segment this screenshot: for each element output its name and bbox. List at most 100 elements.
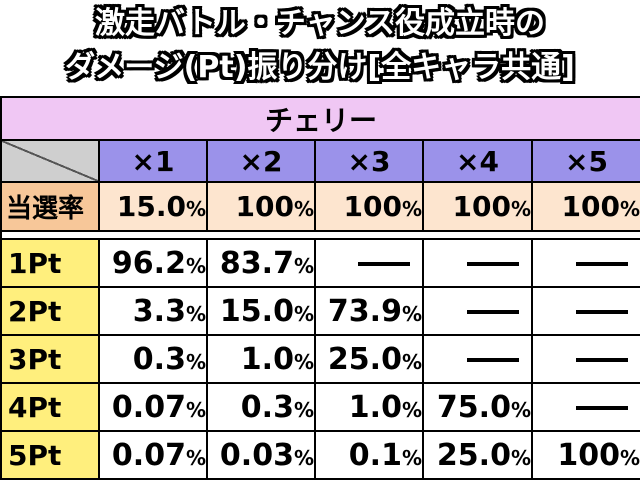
damage-distribution-table: チェリー ×1 ×2 ×3 ×4 ×5 当選率 15.0% 100% 100% …: [0, 96, 640, 480]
cell-unit: %: [185, 301, 206, 326]
dash-mark: [576, 358, 629, 362]
multiplier-header: ×5: [530, 139, 640, 183]
cell-unit: %: [619, 445, 640, 470]
value-cell: 25.0%: [314, 334, 424, 384]
value-cell: 25.0%: [422, 430, 533, 480]
cell-value: 83.7: [219, 245, 294, 281]
cell-unit: %: [293, 253, 314, 278]
cell-unit: %: [401, 397, 422, 422]
value-cell: [314, 238, 424, 288]
value-cell: 83.7%: [206, 238, 316, 288]
rate-unit: %: [510, 197, 531, 221]
rate-unit: %: [619, 197, 640, 221]
rate-cell: 100%: [314, 181, 424, 232]
rate-unit: %: [185, 197, 206, 221]
table-row: 5Pt 0.07% 0.03% 0.1% 25.0% 100%: [0, 430, 640, 480]
cell-value: 0.07: [111, 437, 186, 473]
cell-unit: %: [401, 349, 422, 374]
cell-value: 73.9: [327, 293, 402, 329]
cell-value: 100: [557, 437, 620, 473]
value-cell: [422, 334, 533, 384]
value-cell: 100%: [530, 430, 640, 480]
row-label: 5Pt: [0, 430, 100, 480]
cell-unit: %: [185, 253, 206, 278]
rate-cell: 100%: [530, 181, 640, 232]
section-header-row: チェリー: [0, 96, 640, 141]
value-cell: 73.9%: [314, 286, 424, 336]
rate-unit: %: [401, 197, 422, 221]
cell-value: 1.0: [348, 389, 402, 425]
corner-cell: [0, 139, 100, 183]
cell-unit: %: [185, 349, 206, 374]
cell-value: 0.3: [132, 341, 186, 377]
separator-row: [0, 230, 640, 240]
value-cell: 3.3%: [98, 286, 208, 336]
dash-mark: [576, 262, 629, 266]
rate-value: 15.0: [116, 190, 186, 223]
value-cell: [422, 238, 533, 288]
value-cell: 0.07%: [98, 430, 208, 480]
value-cell: [530, 382, 640, 432]
cell-unit: %: [293, 301, 314, 326]
dash-mark: [467, 262, 519, 266]
section-label: チェリー: [0, 96, 640, 141]
rate-cell: 15.0%: [98, 181, 208, 232]
multiplier-header-row: ×1 ×2 ×3 ×4 ×5: [0, 139, 640, 183]
value-cell: 0.03%: [206, 430, 316, 480]
row-label: 3Pt: [0, 334, 100, 384]
cell-value: 0.1: [348, 437, 402, 473]
value-cell: 0.1%: [314, 430, 424, 480]
value-cell: 96.2%: [98, 238, 208, 288]
cell-value: 3.3: [132, 293, 186, 329]
row-label: 4Pt: [0, 382, 100, 432]
dash-mark: [467, 358, 519, 362]
rate-label: 当選率: [0, 181, 100, 232]
value-cell: [530, 238, 640, 288]
multiplier-header: ×2: [206, 139, 316, 183]
cell-unit: %: [401, 301, 422, 326]
rate-value: 100: [235, 190, 294, 223]
value-cell: 0.3%: [98, 334, 208, 384]
value-cell: 1.0%: [314, 382, 424, 432]
damage-rows: 1Pt 96.2% 83.7% 2Pt 3.3% 15.0% 73.9% 3Pt 0.3% 1.0…: [0, 238, 640, 480]
table-row: 3Pt 0.3% 1.0% 25.0%: [0, 334, 640, 384]
value-cell: 0.3%: [206, 382, 316, 432]
cell-unit: %: [293, 397, 314, 422]
dash-mark: [358, 262, 410, 266]
row-label: 1Pt: [0, 238, 100, 288]
cell-unit: %: [293, 349, 314, 374]
cell-unit: %: [401, 445, 422, 470]
cell-value: 75.0: [436, 389, 511, 425]
cell-value: 1.0: [240, 341, 294, 377]
multiplier-header: ×4: [422, 139, 533, 183]
cell-value: 25.0: [436, 437, 511, 473]
title-line-2: ダメージ(Pt)振り分け[全キャラ共通]: [65, 50, 575, 85]
separator: [0, 230, 640, 240]
table-row: 1Pt 96.2% 83.7%: [0, 238, 640, 288]
multiplier-header: ×3: [314, 139, 424, 183]
value-cell: 15.0%: [206, 286, 316, 336]
value-cell: [530, 286, 640, 336]
value-cell: 0.07%: [98, 382, 208, 432]
cell-unit: %: [185, 397, 206, 422]
row-label: 2Pt: [0, 286, 100, 336]
dash-mark: [576, 406, 629, 410]
table-row: 4Pt 0.07% 0.3% 1.0% 75.0%: [0, 382, 640, 432]
rate-value: 100: [561, 190, 620, 223]
cell-unit: %: [510, 445, 531, 470]
value-cell: [422, 286, 533, 336]
cell-value: 25.0: [327, 341, 402, 377]
dash-mark: [576, 310, 629, 314]
multiplier-header: ×1: [98, 139, 208, 183]
rate-value: 100: [452, 190, 511, 223]
title-line-1: 激走バトル・チャンス役成立時の: [95, 6, 545, 41]
cell-unit: %: [510, 397, 531, 422]
table-row: 2Pt 3.3% 15.0% 73.9%: [0, 286, 640, 336]
cell-value: 0.3: [240, 389, 294, 425]
rate-cell: 100%: [422, 181, 533, 232]
rate-cell: 100%: [206, 181, 316, 232]
title-banner: 激走バトル・チャンス役成立時の ダメージ(Pt)振り分け[全キャラ共通]: [0, 0, 640, 96]
win-rate-row: 当選率 15.0% 100% 100% 100% 100%: [0, 181, 640, 232]
value-cell: [530, 334, 640, 384]
dash-mark: [467, 310, 519, 314]
